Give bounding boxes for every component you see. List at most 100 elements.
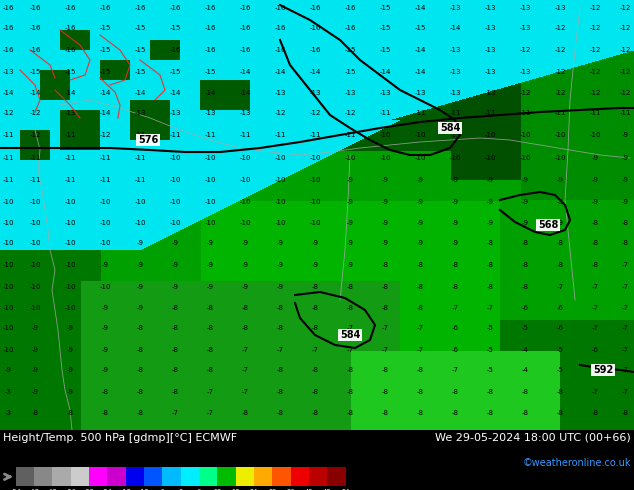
Text: -12: -12	[619, 47, 631, 53]
Text: -12: -12	[29, 110, 41, 116]
Text: 6: 6	[197, 489, 201, 490]
Text: -12: -12	[29, 132, 41, 138]
Text: -7: -7	[207, 389, 214, 395]
Text: 24: 24	[250, 489, 258, 490]
Text: -8: -8	[67, 410, 74, 416]
Text: -16: -16	[3, 5, 14, 11]
Text: -5: -5	[486, 325, 493, 331]
Text: -8: -8	[207, 305, 214, 311]
Text: -8: -8	[486, 240, 493, 246]
Text: -10: -10	[64, 262, 75, 268]
Text: -12: -12	[519, 47, 531, 53]
Text: -8: -8	[101, 389, 108, 395]
Text: -16: -16	[309, 25, 321, 31]
Text: -11: -11	[344, 132, 356, 138]
Text: 36: 36	[287, 489, 295, 490]
Text: -9: -9	[592, 155, 598, 161]
Text: -16: -16	[275, 47, 286, 53]
Text: -15: -15	[169, 25, 181, 31]
Text: -9: -9	[311, 262, 318, 268]
Text: -16: -16	[64, 5, 75, 11]
Text: -12: -12	[139, 489, 150, 490]
Text: -8: -8	[276, 389, 283, 395]
Text: -6: -6	[557, 305, 564, 311]
Text: -9: -9	[101, 367, 108, 373]
Text: -5: -5	[557, 367, 564, 373]
Text: -11: -11	[134, 155, 146, 161]
Text: -7: -7	[172, 410, 179, 416]
Text: 584: 584	[340, 330, 360, 340]
Text: -10: -10	[239, 199, 251, 205]
Text: -5: -5	[486, 347, 493, 353]
Text: -8: -8	[451, 262, 458, 268]
Text: -9: -9	[242, 284, 249, 290]
Text: -13: -13	[309, 90, 321, 96]
Text: -8: -8	[417, 389, 424, 395]
Text: -9: -9	[382, 240, 389, 246]
Text: -9: -9	[592, 177, 598, 183]
Text: -9: -9	[486, 220, 493, 226]
Text: -8: -8	[417, 284, 424, 290]
Text: -8: -8	[557, 262, 564, 268]
Text: -9: -9	[347, 177, 354, 183]
Text: -13: -13	[379, 90, 391, 96]
Text: -9: -9	[486, 177, 493, 183]
Text: -10: -10	[29, 305, 41, 311]
Text: -9: -9	[311, 240, 318, 246]
Text: -10: -10	[379, 155, 391, 161]
Text: -10: -10	[3, 220, 14, 226]
Text: -9: -9	[522, 220, 529, 226]
Text: 30: 30	[268, 489, 276, 490]
Text: -14: -14	[100, 110, 111, 116]
Text: -7: -7	[621, 262, 628, 268]
Text: -8: -8	[242, 305, 249, 311]
Text: -9: -9	[276, 240, 283, 246]
Text: -9: -9	[242, 262, 249, 268]
Text: -6: -6	[522, 305, 529, 311]
Text: -8: -8	[417, 262, 424, 268]
Text: -10: -10	[3, 262, 14, 268]
Text: -10: -10	[554, 132, 566, 138]
Text: -13: -13	[519, 69, 531, 75]
Text: -5: -5	[522, 325, 528, 331]
Text: -16: -16	[204, 5, 216, 11]
Text: -14: -14	[204, 90, 216, 96]
Text: -7: -7	[592, 325, 598, 331]
Text: -10: -10	[309, 199, 321, 205]
Text: -11: -11	[379, 110, 391, 116]
Text: -8: -8	[136, 325, 143, 331]
Text: -7: -7	[347, 325, 354, 331]
Text: -10: -10	[204, 199, 216, 205]
Text: -8: -8	[592, 220, 598, 226]
Text: -8: -8	[557, 410, 564, 416]
Text: -9: -9	[32, 347, 39, 353]
Text: -11: -11	[619, 110, 631, 116]
Text: -10: -10	[169, 177, 181, 183]
Text: -8: -8	[311, 305, 318, 311]
Text: -9: -9	[486, 199, 493, 205]
Text: -9: -9	[347, 220, 354, 226]
Text: -10: -10	[3, 199, 14, 205]
Text: -15: -15	[169, 69, 181, 75]
Text: -8: -8	[101, 410, 108, 416]
Text: We 29-05-2024 18:00 UTC (00+66): We 29-05-2024 18:00 UTC (00+66)	[435, 433, 631, 443]
Text: -6: -6	[159, 489, 165, 490]
Text: -16: -16	[239, 47, 251, 53]
Text: -8: -8	[621, 240, 628, 246]
Text: -15: -15	[344, 47, 356, 53]
Text: -5: -5	[486, 367, 493, 373]
Text: -10: -10	[344, 155, 356, 161]
Text: -8: -8	[621, 410, 628, 416]
Text: ©weatheronline.co.uk: ©weatheronline.co.uk	[522, 458, 631, 468]
Text: -8: -8	[32, 410, 39, 416]
Text: -4: -4	[522, 367, 528, 373]
Text: -9: -9	[451, 177, 458, 183]
Text: -15: -15	[379, 47, 391, 53]
Text: -15: -15	[134, 25, 146, 31]
Text: -12: -12	[619, 90, 631, 96]
Text: -8: -8	[382, 262, 389, 268]
Bar	[144, 467, 162, 487]
Text: -10: -10	[554, 155, 566, 161]
Text: -13: -13	[484, 25, 496, 31]
Text: -9: -9	[417, 220, 424, 226]
